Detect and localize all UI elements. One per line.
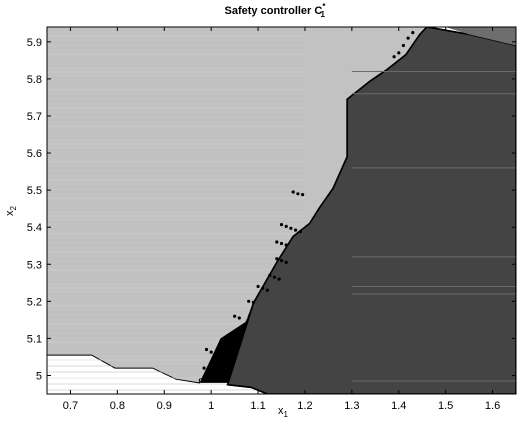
boundary-point bbox=[279, 258, 284, 263]
boundary-point bbox=[277, 277, 281, 281]
y-axis-label: x2 bbox=[4, 205, 18, 216]
boundary-point bbox=[261, 286, 265, 290]
boundary-point bbox=[284, 243, 288, 247]
x-tick-label: 1.2 bbox=[297, 400, 312, 412]
x-tick-label: 1.4 bbox=[391, 400, 406, 412]
striation-lines bbox=[47, 29, 305, 391]
boundary-point bbox=[291, 190, 295, 194]
boundary-point bbox=[279, 241, 284, 246]
x-tick-label: 0.8 bbox=[110, 400, 125, 412]
boundary-point bbox=[204, 347, 209, 352]
plot-area: 0.7 0.8 0.9 1 1.1 1.2 1.3 1.4 1.5 1.6 5 5.1 5.2 5.3 5.… bbox=[27, 26, 517, 412]
x-axis-label: x1 bbox=[278, 405, 289, 419]
x-tick-label: 1.5 bbox=[438, 400, 453, 412]
boundary-point bbox=[392, 55, 396, 59]
axes-frame bbox=[46, 26, 517, 395]
boundary-band bbox=[199, 319, 249, 383]
boundary-point bbox=[289, 226, 293, 230]
boundary-point bbox=[298, 230, 302, 234]
region-dark-overlay bbox=[226, 27, 516, 394]
boundary-point bbox=[256, 284, 260, 289]
y-tick-label: 5.8 bbox=[27, 74, 42, 86]
y-tick-label: 5.6 bbox=[27, 148, 42, 160]
boundary-point bbox=[397, 51, 401, 55]
boundary-point bbox=[247, 299, 251, 303]
boundary-point bbox=[251, 300, 255, 304]
y-tick-label: 5.9 bbox=[27, 37, 42, 49]
boundary-point bbox=[284, 260, 288, 264]
boundary-point bbox=[237, 316, 241, 320]
region-mid-overlay bbox=[419, 27, 516, 46]
boundary-point bbox=[268, 273, 272, 277]
x-tick-label: 1.6 bbox=[485, 400, 500, 412]
boundary-point bbox=[209, 350, 213, 354]
x-tick-label: 0.7 bbox=[63, 400, 78, 412]
x-tick-label: 0.9 bbox=[157, 400, 172, 412]
y-tick-label: 5.7 bbox=[27, 111, 42, 123]
boundary-point bbox=[272, 275, 277, 279]
boundary-point bbox=[411, 30, 415, 35]
boundary-point bbox=[296, 192, 300, 196]
x-tick-label: 1.1 bbox=[250, 400, 265, 412]
boundary-point bbox=[275, 257, 279, 261]
boundary-point bbox=[406, 36, 410, 40]
boundary-point bbox=[294, 228, 298, 232]
boundary-point bbox=[301, 193, 305, 197]
y-tick-label: 5.1 bbox=[27, 333, 42, 345]
y-tick-label: 5 bbox=[36, 370, 42, 382]
x-tick-label: 1 bbox=[208, 400, 214, 412]
boundary-point bbox=[284, 224, 288, 228]
y-tick-label: 5.4 bbox=[27, 222, 42, 234]
boundary-point bbox=[233, 314, 237, 318]
boundary-point bbox=[214, 352, 218, 356]
boundary-point bbox=[401, 43, 405, 48]
y-tick-label: 5.5 bbox=[27, 185, 42, 197]
region-layer bbox=[47, 27, 516, 394]
boundary-point bbox=[207, 368, 211, 372]
boundary-point bbox=[202, 366, 206, 370]
x-tick-label: 1.3 bbox=[344, 400, 359, 412]
boundary-point bbox=[275, 240, 279, 244]
chart-title: Safety controller C* 1 bbox=[225, 2, 327, 19]
y-tick-label: 5.3 bbox=[27, 259, 42, 271]
y-tick-label: 5.2 bbox=[27, 296, 42, 308]
boundary-point bbox=[265, 288, 269, 292]
boundary-point bbox=[279, 223, 284, 227]
